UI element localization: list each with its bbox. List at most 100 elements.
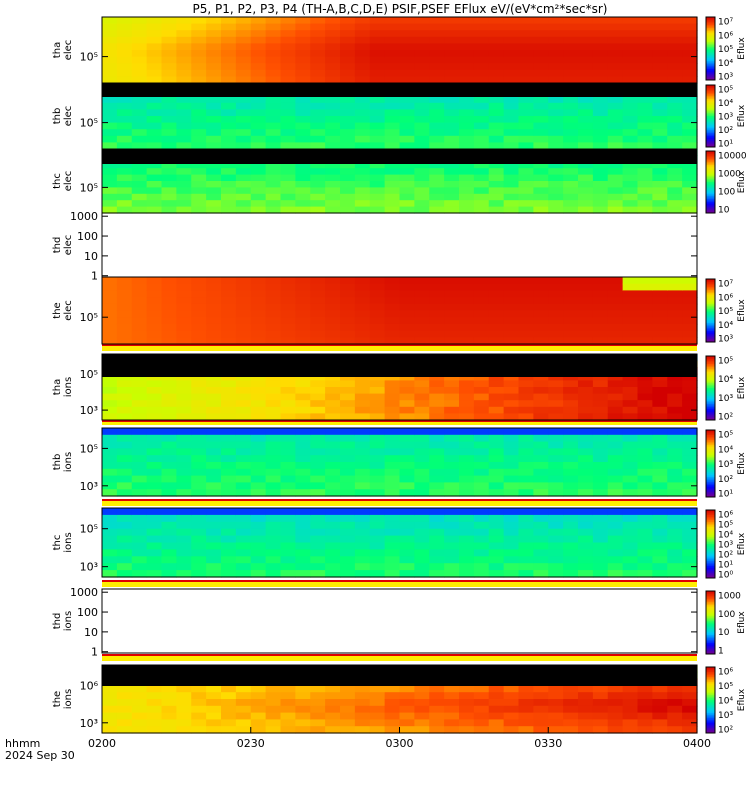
heatmap-cell [235, 200, 252, 208]
heatmap-cell [176, 692, 192, 700]
heatmap-cell [533, 76, 549, 84]
heatmap-cell [429, 330, 445, 338]
heatmap-cell [340, 187, 356, 195]
heatmap-cell [325, 563, 341, 571]
heatmap-cell [116, 56, 133, 64]
heatmap-cell [682, 528, 698, 537]
heatmap-cell [414, 549, 430, 557]
heatmap-cell [116, 283, 133, 291]
heatmap-cell [250, 317, 267, 325]
heatmap-cell [102, 303, 118, 312]
colorbar-tick-label: 10⁵ [718, 45, 733, 55]
colorbar-segment [706, 611, 715, 614]
heatmap-cell [295, 380, 311, 388]
heatmap-cell [102, 323, 118, 332]
heatmap-cell [221, 535, 237, 544]
colorbar-segment [706, 208, 715, 211]
heatmap-cell [459, 283, 475, 291]
heatmap-cell [340, 455, 356, 463]
heatmap-cell [444, 705, 460, 714]
colorbar-segment [706, 394, 715, 397]
heatmap-cell [592, 692, 609, 700]
heatmap-cell [354, 468, 371, 477]
heatmap-cell [102, 337, 118, 345]
heatmap-cell [652, 719, 668, 727]
heatmap-cell [459, 448, 475, 456]
heatmap-cell [607, 448, 624, 456]
heatmap-cell [518, 109, 534, 117]
heatmap-cell [221, 699, 237, 707]
heatmap-cell [280, 200, 296, 208]
colorbar-segment [706, 402, 715, 405]
heatmap-cell [191, 514, 207, 523]
colorbar-tick-label: 10⁴ [718, 99, 733, 109]
heatmap-cell [221, 380, 237, 388]
heatmap-cell [399, 542, 415, 550]
heatmap-cell [622, 455, 639, 463]
heatmap-cell [295, 489, 311, 497]
heatmap-cell [102, 174, 118, 182]
heatmap-cell [414, 514, 430, 523]
heatmap-cell [221, 135, 237, 143]
heatmap-cell [592, 508, 609, 516]
heatmap-cell [578, 373, 594, 381]
heatmap-cell [369, 712, 386, 720]
heatmap-cell [369, 699, 386, 707]
heatmap-cell [488, 448, 505, 456]
heatmap-cell [191, 542, 207, 550]
heatmap-cell [682, 50, 698, 58]
colorbar-segment [706, 704, 715, 708]
heatmap-cell [235, 380, 252, 388]
heatmap-cell [503, 142, 520, 150]
heatmap-cell [592, 428, 609, 436]
heatmap-cell [325, 206, 341, 214]
heatmap-cell [459, 23, 475, 31]
colorbar-segment [706, 98, 715, 101]
heatmap-cell [221, 712, 237, 720]
heatmap-cell [310, 323, 326, 332]
heatmap-cell [295, 373, 311, 381]
heatmap-cell [622, 393, 639, 401]
heatmap-cell [518, 69, 534, 77]
y-tick-label: 10³ [80, 404, 98, 417]
heatmap-cell [295, 43, 311, 51]
heatmap-cell [161, 406, 177, 414]
heatmap-cell [161, 726, 177, 734]
colorbar-segment [706, 473, 715, 476]
heatmap-cell [459, 317, 475, 325]
heatmap-cell [235, 36, 252, 44]
heatmap-cell [429, 174, 445, 182]
heatmap-cell [191, 116, 207, 124]
heatmap-cell [102, 23, 118, 31]
heatmap-cell [518, 462, 534, 470]
heatmap-cell [116, 129, 133, 137]
heatmap-cell [459, 455, 475, 463]
heatmap-cell [578, 719, 594, 727]
heatmap-cell [310, 30, 326, 38]
heatmap-cell [325, 521, 341, 530]
heatmap-cell [340, 542, 356, 550]
heatmap-cell [191, 122, 207, 130]
heatmap-cell [459, 116, 475, 124]
heatmap-cell [518, 200, 534, 208]
heatmap-cell [161, 102, 177, 110]
heatmap-cell [191, 206, 207, 214]
heatmap-cell [280, 462, 296, 470]
colorbar-segment [706, 359, 715, 362]
panel-frame [101, 276, 698, 345]
heatmap-cell [399, 30, 415, 38]
heatmap-cell [310, 193, 326, 201]
heatmap-cell [340, 475, 356, 483]
colorbar-label: Eflux [737, 611, 747, 634]
heatmap-cell [369, 719, 386, 727]
heatmap-cell [429, 36, 445, 44]
heatmap-cell [637, 482, 653, 490]
heatmap-cell [191, 193, 207, 201]
heatmap-cell [265, 30, 282, 38]
heatmap-cell [146, 535, 163, 544]
heatmap-cell [340, 109, 356, 117]
heatmap-cell [295, 455, 311, 463]
heatmap-cell [206, 193, 222, 201]
heatmap-cell [250, 330, 267, 338]
heatmap-cell [131, 570, 148, 578]
